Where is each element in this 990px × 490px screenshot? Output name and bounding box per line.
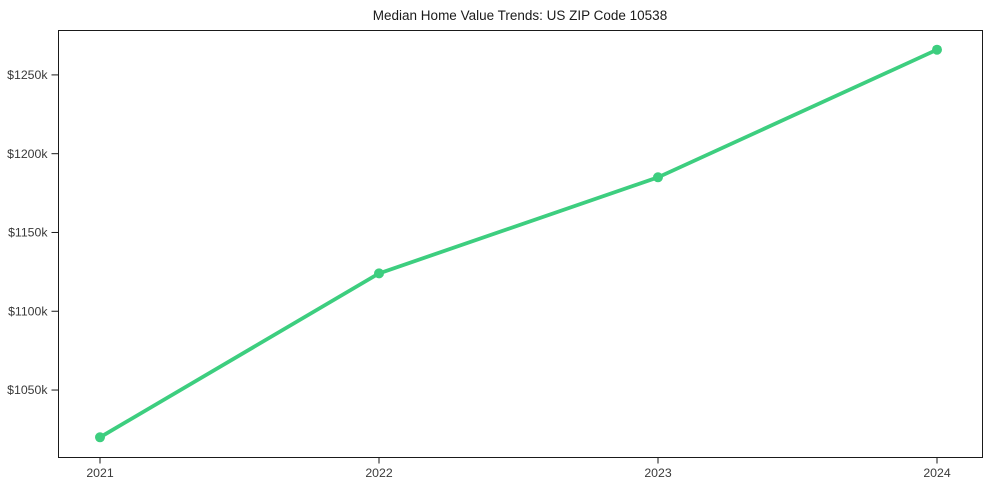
y-axis-tick-label: $1100k [8,304,48,318]
y-axis-tick-label: $1150k [8,226,48,240]
trend-line [98,47,939,440]
x-axis-tick-label: 2024 [923,466,951,480]
data-point-2023 [653,172,663,183]
data-point-2022 [374,268,384,279]
y-axis-tick-label: $1050k [7,383,48,397]
y-axis-tick-label: $1250k [7,68,48,82]
y-axis-tick-label: $1200k [7,147,48,161]
x-axis-tick-label: 2022 [365,466,393,480]
data-point-2024 [932,44,942,55]
plot-border [58,30,983,458]
x-axis-tick-label: 2021 [86,466,114,480]
x-axis-tick-label: 2023 [644,466,672,480]
chart-title: Median Home Value Trends: US ZIP Code 10… [372,8,668,23]
data-point-2021 [95,432,105,443]
